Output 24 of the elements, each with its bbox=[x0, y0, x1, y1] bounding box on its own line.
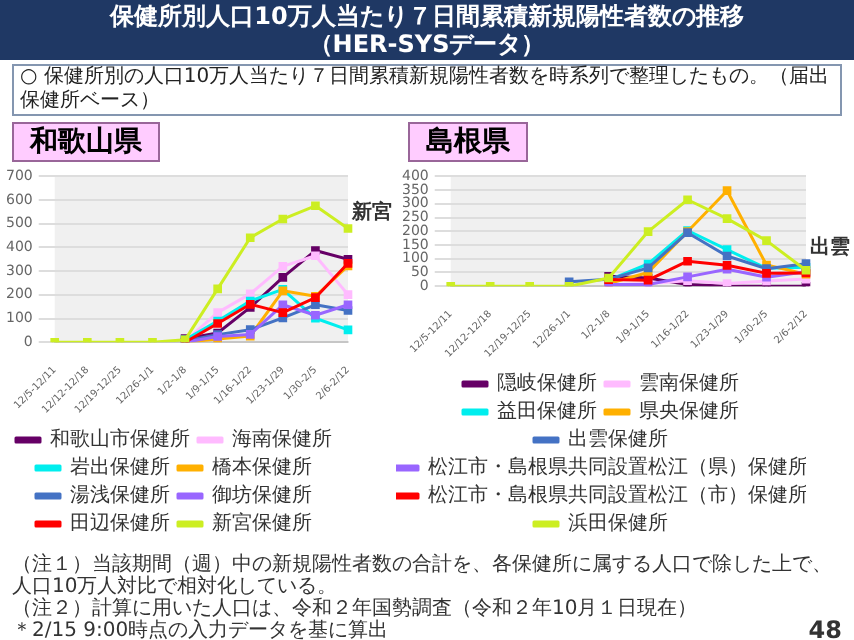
legend-label: 和歌山市保健所 bbox=[50, 427, 190, 452]
text: 48 bbox=[808, 616, 842, 640]
annotation: 新宮 bbox=[350, 199, 392, 224]
chart-title: 島根県 bbox=[408, 122, 528, 162]
text: （注１）当該期間（週）中の新規陽性者数の合計を、各保健所に属する人口で除した上で、人口10万人対比で相対化している。 bbox=[12, 554, 834, 598]
legend-label: 湯浅保健所 bbox=[70, 483, 170, 508]
legend-label: 御坊保健所 bbox=[212, 483, 312, 508]
legend-label: 益田保健所 bbox=[497, 399, 597, 424]
legend-label: 田辺保健所 bbox=[70, 511, 170, 536]
legend-label: 県央保健所 bbox=[639, 399, 739, 424]
annotation: 出雲 bbox=[810, 234, 850, 259]
legend-label: 新宮保健所 bbox=[212, 511, 312, 536]
text: ○ 保健所別の人口10万人当たり７日間累積新規陽性者数を時系列で整理したもの。（届出保健所ベース） bbox=[12, 64, 842, 116]
legend-label: 隠岐保健所 bbox=[497, 371, 597, 396]
text: 保健所別人口10万人当たり７日間累積新規陽性者数の推移（HER-SYSデータ） bbox=[107, 2, 746, 58]
legend-label: 出雲保健所 bbox=[568, 427, 668, 452]
legend-label: 雲南保健所 bbox=[639, 371, 739, 396]
text: （注２）計算に用いた人口は、令和２年国勢調査（令和２年10月１日現在） bbox=[12, 598, 698, 620]
legend-label: 岩出保健所 bbox=[70, 455, 170, 480]
legend-label: 浜田保健所 bbox=[568, 511, 668, 536]
chart-title: 和歌山県 bbox=[12, 122, 160, 162]
legend-label: 海南保健所 bbox=[232, 427, 332, 452]
legend-label: 橋本保健所 bbox=[212, 455, 312, 480]
text: ＊2/15 9:00時点の入力データを基に算出 bbox=[12, 620, 389, 640]
